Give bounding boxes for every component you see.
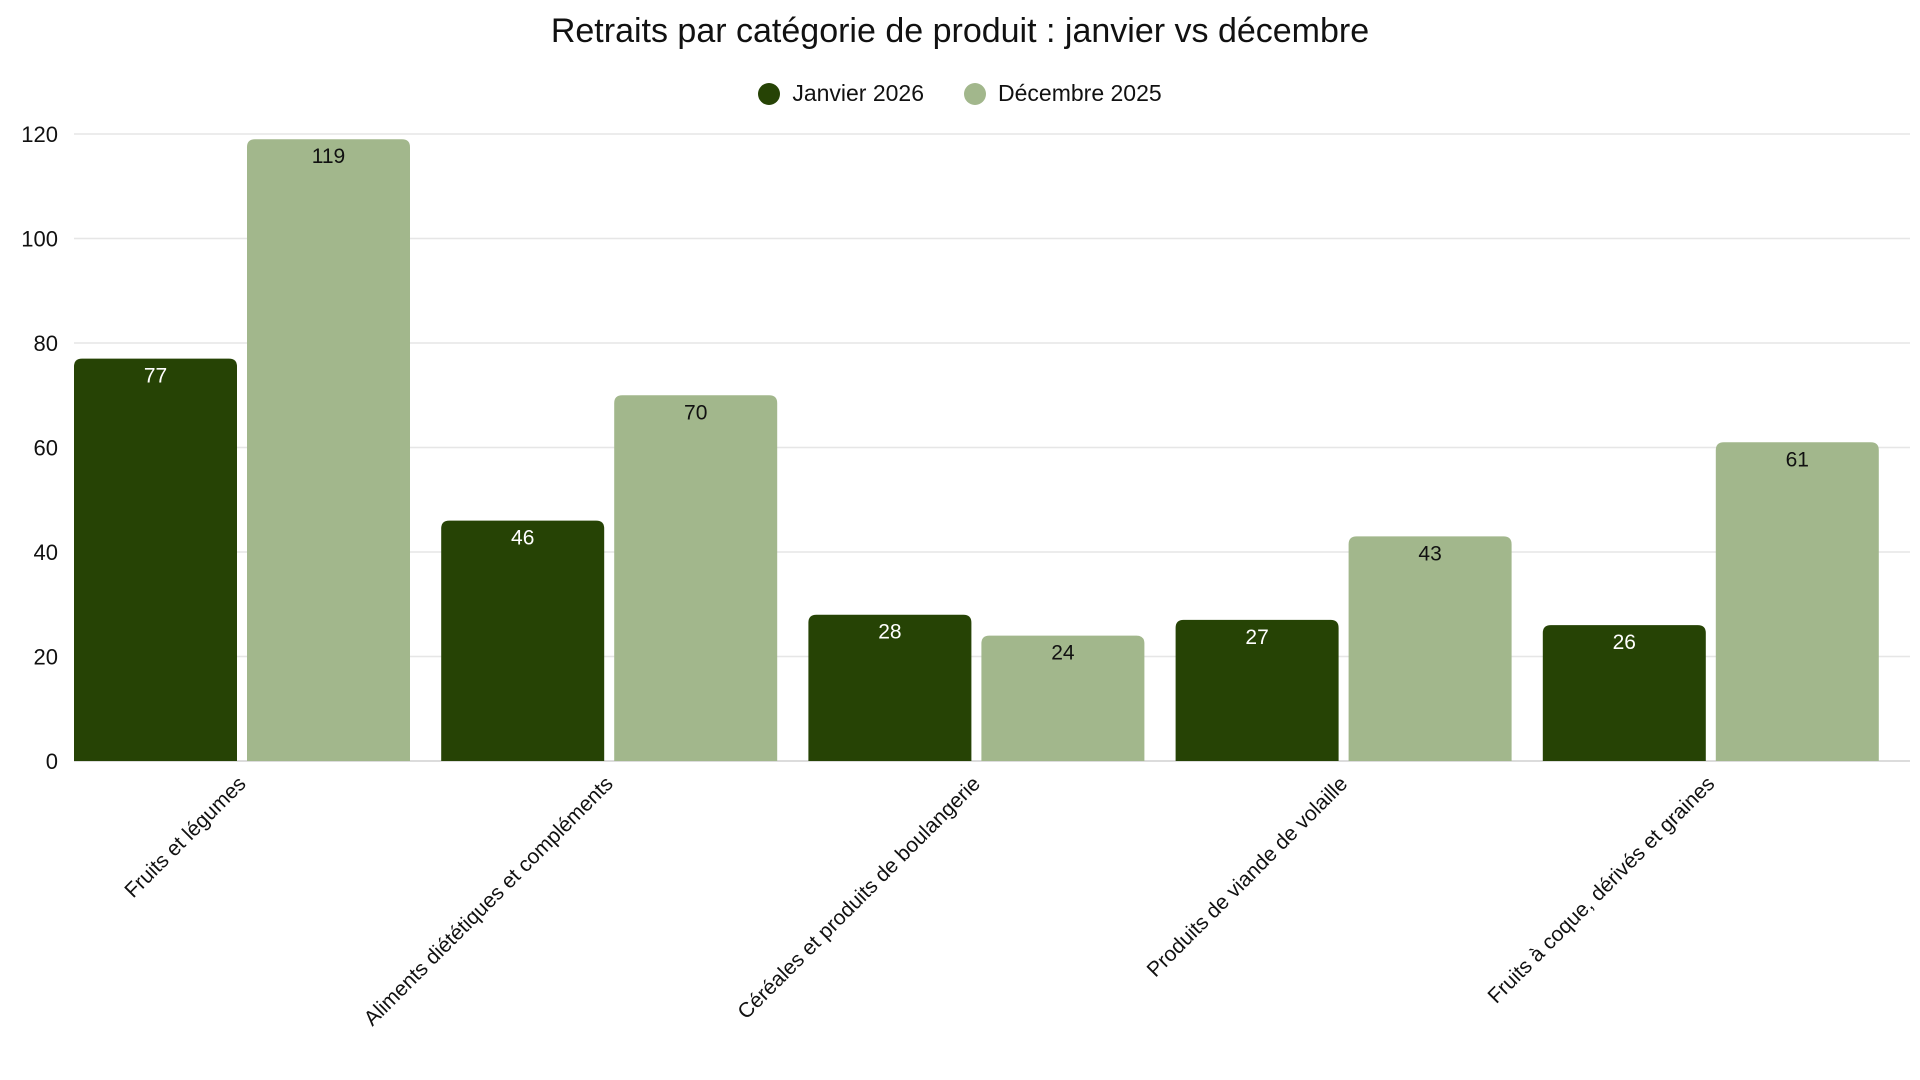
- bar-2-3: [981, 635, 1145, 761]
- category-label-4: Produits de viande de volaille: [1143, 772, 1352, 981]
- y-tick-label-120: 120: [21, 122, 58, 147]
- legend: Janvier 2026 Décembre 2025: [0, 80, 1920, 107]
- legend-item-series-1[interactable]: Janvier 2026: [758, 80, 924, 107]
- data-label-2-1: 119: [312, 145, 345, 168]
- y-tick-label-40: 40: [34, 540, 58, 565]
- category-label-3: Céréales et produits de boulangerie: [733, 772, 985, 1024]
- legend-swatch-series-2: [964, 82, 987, 105]
- chart-title: Retraits par catégorie de produit : janv…: [550, 12, 1370, 50]
- y-tick-label-60: 60: [34, 436, 58, 461]
- bar-1-3: [808, 614, 972, 761]
- data-label-2-4: 43: [1418, 542, 1441, 565]
- legend-label-series-1: Janvier 2026: [792, 80, 925, 106]
- data-label-2-2: 70: [684, 401, 707, 424]
- bar-1-4: [1175, 619, 1339, 761]
- data-label-1-5: 26: [1613, 631, 1636, 654]
- bar-2-4: [1348, 536, 1512, 761]
- bar-1-5: [1542, 625, 1706, 761]
- y-tick-label-0: 0: [46, 749, 58, 774]
- y-tick-label-100: 100: [21, 227, 58, 252]
- bar-2-5: [1715, 442, 1879, 761]
- y-tick-label-80: 80: [34, 331, 58, 356]
- data-label-1-3: 28: [878, 621, 901, 644]
- bar-1-1: [74, 358, 237, 761]
- bar-2-2: [614, 395, 778, 761]
- legend-item-series-2[interactable]: Décembre 2025: [964, 80, 1162, 107]
- bar-1-2: [441, 520, 605, 761]
- category-label-1: Fruits et légumes: [120, 772, 250, 902]
- y-tick-label-20: 20: [34, 645, 58, 670]
- legend-swatch-series-1: [758, 82, 781, 105]
- legend-label-series-2: Décembre 2025: [998, 80, 1162, 106]
- data-label-1-2: 46: [511, 527, 534, 550]
- bar-2-1: [247, 139, 410, 762]
- data-label-2-5: 61: [1786, 448, 1809, 471]
- data-label-1-4: 27: [1245, 626, 1268, 649]
- category-label-5: Fruits à coque, dérivés et graines: [1484, 772, 1720, 1008]
- data-label-1-1: 77: [144, 365, 167, 388]
- data-label-2-3: 24: [1051, 642, 1075, 665]
- category-label-2: Aliments diététiques et compléments: [360, 772, 618, 1030]
